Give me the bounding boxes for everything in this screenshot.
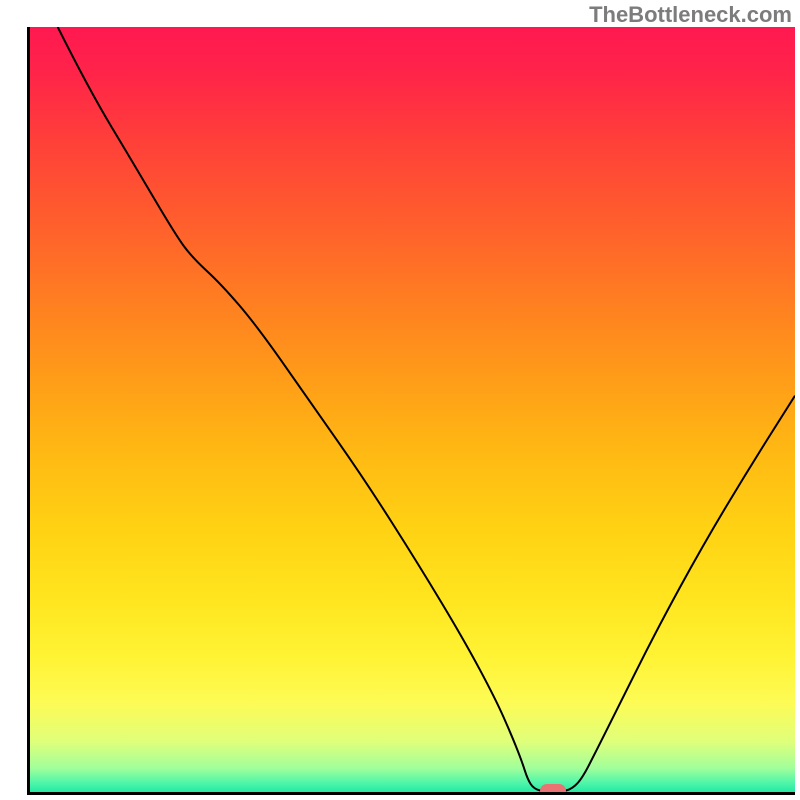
watermark-text: TheBottleneck.com bbox=[589, 2, 792, 28]
chart-container: TheBottleneck.com bbox=[0, 0, 800, 800]
axes-frame bbox=[27, 27, 795, 795]
